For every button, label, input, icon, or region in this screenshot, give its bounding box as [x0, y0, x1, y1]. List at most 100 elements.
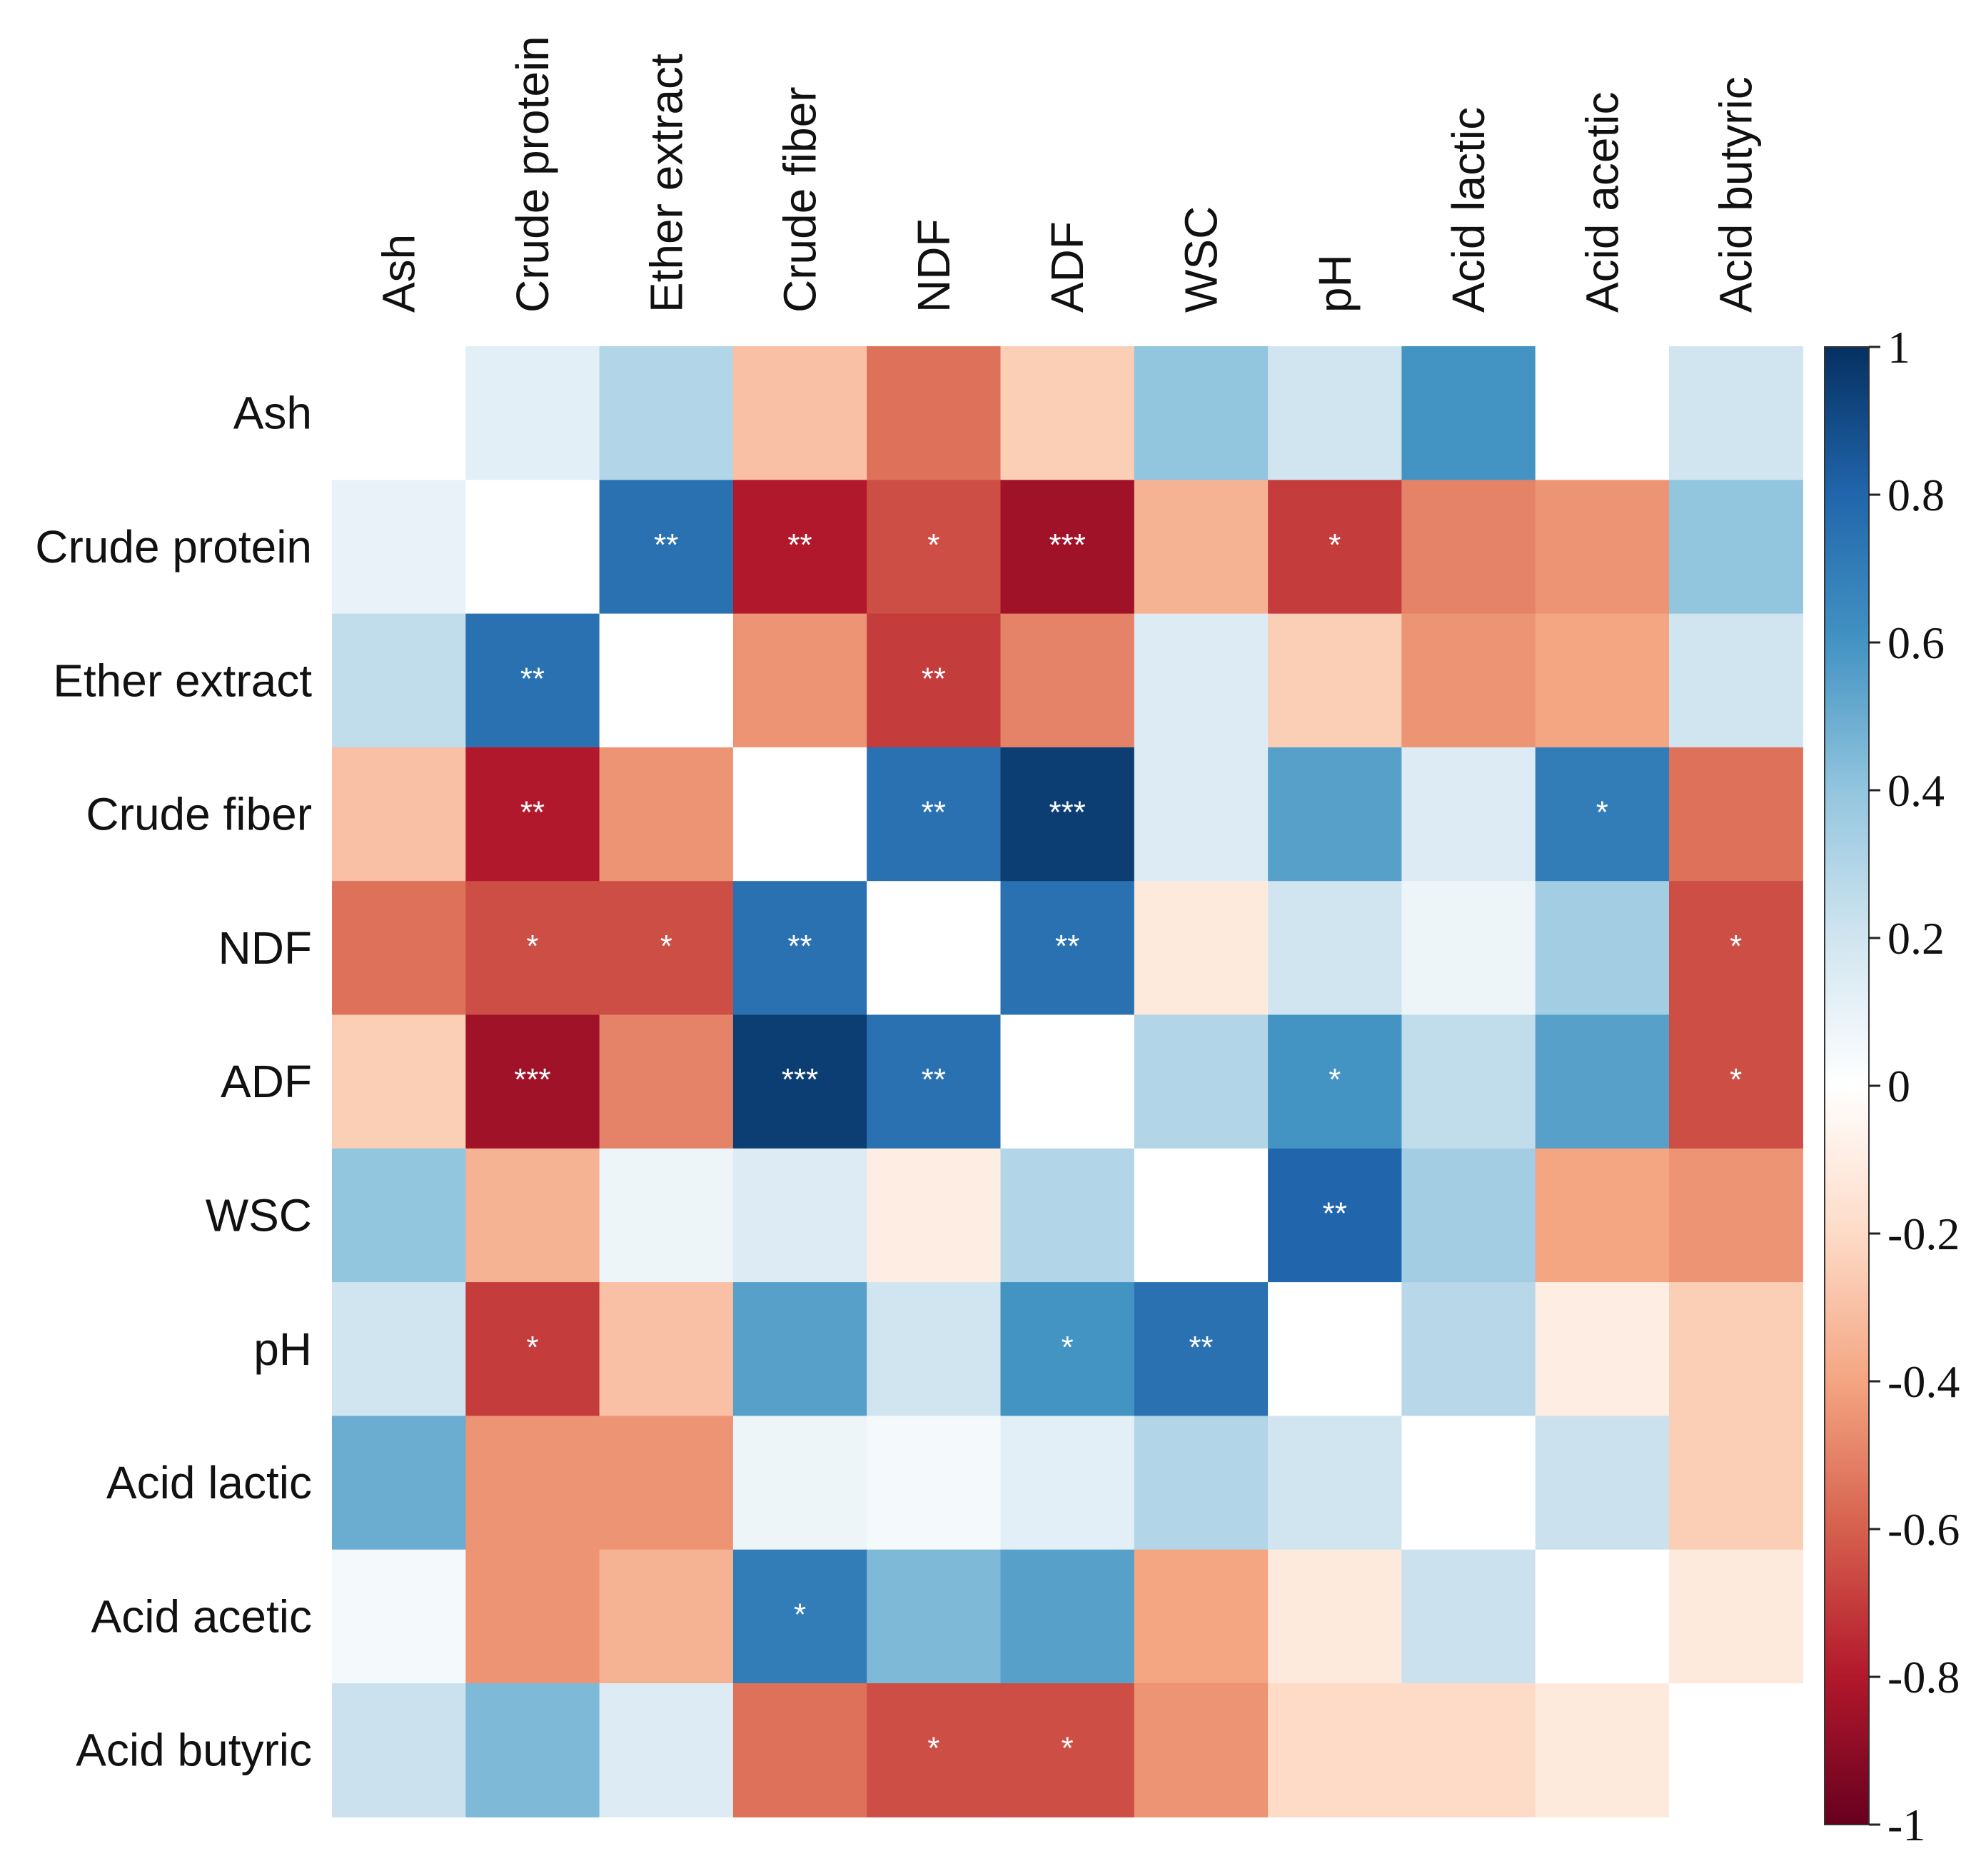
column-label: Crude protein	[507, 36, 558, 313]
heatmap-cell-r2-c3	[732, 613, 867, 748]
heatmap-cell-r4-c4	[867, 881, 1002, 1016]
colorbar-tick-label: -0.2	[1887, 1209, 1960, 1259]
heatmap-cell-r7-c8	[1401, 1282, 1536, 1416]
significance-mark-r5-c10: *	[1730, 1062, 1742, 1097]
heatmap-cell-r9-c5	[1000, 1549, 1135, 1684]
heatmap-cell-r9-c4	[867, 1549, 1002, 1684]
heatmap-cell-r2-c1	[465, 613, 600, 748]
column-label: Crude fiber	[775, 86, 826, 313]
significance-marks: ** ** * *** *** **** ** *** ** * ** ** **** *** ** * ***…	[514, 528, 1742, 1766]
significance-mark-r3-c4: **	[922, 795, 946, 830]
heatmap-cell-r0-c8	[1401, 346, 1536, 480]
heatmap-cell-r3-c4	[867, 747, 1002, 882]
heatmap-cell-r7-c7	[1268, 1282, 1402, 1416]
significance-mark-r3-c1: **	[520, 795, 545, 830]
heatmap-cell-r9-c2	[599, 1549, 734, 1684]
heatmap-cell-r6-c5	[1000, 1148, 1135, 1283]
heatmap-cell-r8-c7	[1268, 1416, 1402, 1550]
heatmap-cell-r1-c3	[732, 480, 867, 615]
colorbar-tick-label: -0.8	[1887, 1652, 1960, 1703]
heatmap-cell-r4-c3	[732, 881, 867, 1016]
heatmap-cell-r9-c7	[1268, 1549, 1402, 1684]
column-label: Ether extract	[640, 54, 692, 313]
heatmap-cell-r5-c4	[867, 1014, 1002, 1149]
row-label: Crude fiber	[86, 789, 312, 840]
heatmap-cell-r0-c10	[1669, 346, 1803, 480]
significance-mark-r3-c5: ***	[1049, 795, 1085, 830]
heatmap-cell-r1-c2	[599, 480, 734, 615]
heatmap-cell-r5-c2	[599, 1014, 734, 1149]
heatmap-cell-r7-c9	[1535, 1282, 1670, 1416]
heatmap-cell-r10-c3	[732, 1683, 867, 1817]
heatmap-cell-r2-c7	[1268, 613, 1402, 748]
significance-mark-r5-c7: *	[1329, 1062, 1341, 1097]
heatmap-cell-r2-c6	[1134, 613, 1269, 748]
heatmap-cell-r5-c6	[1134, 1014, 1269, 1149]
colorbar: 1 0.8 0.6 0.4 0.2 0 -0.2 -0.4 -0.6 -0.8 -1	[1824, 322, 1960, 1850]
heatmap-cell-r8-c3	[732, 1416, 867, 1550]
heatmap-cell-r4-c6	[1134, 881, 1269, 1016]
heatmap-cell-r3-c5	[1000, 747, 1135, 882]
heatmap-cell-r6-c4	[867, 1148, 1002, 1283]
heatmap-cell-r9-c10	[1669, 1549, 1803, 1684]
heatmap-cell-r9-c9	[1535, 1549, 1670, 1684]
significance-mark-r4-c10: *	[1730, 929, 1742, 964]
row-label: NDF	[218, 922, 312, 974]
heatmap-cell-r5-c8	[1401, 1014, 1536, 1149]
heatmap-cell-r0-c7	[1268, 346, 1402, 480]
colorbar-gradient	[1824, 346, 1870, 1825]
heatmap-cell-r8-c6	[1134, 1416, 1269, 1550]
row-label: ADF	[221, 1056, 312, 1107]
heatmap-cell-r7-c6	[1134, 1282, 1269, 1416]
heatmap-cell-r6-c1	[465, 1148, 600, 1283]
colorbar-ticks: 1 0.8 0.6 0.4 0.2 0 -0.2 -0.4 -0.6 -0.8 -1	[1869, 322, 1960, 1850]
heatmap-cell-r4-c9	[1535, 881, 1670, 1016]
heatmap-cell-r0-c0	[332, 346, 466, 480]
heatmap-cell-r9-c6	[1134, 1549, 1269, 1684]
heatmap-cell-r0-c3	[732, 346, 867, 480]
colorbar-tick-label: 0.2	[1887, 913, 1945, 964]
heatmap-cell-r1-c5	[1000, 480, 1135, 615]
heatmap-cell-r1-c9	[1535, 480, 1670, 615]
heatmap-cell-r8-c10	[1669, 1416, 1803, 1550]
colorbar-tick-label: -0.6	[1887, 1504, 1960, 1555]
heatmap-cell-r4-c1	[465, 881, 600, 1016]
colorbar-tick-label: -1	[1887, 1800, 1925, 1850]
heatmap-cell-r2-c0	[332, 613, 466, 748]
heatmap-cell-r10-c4	[867, 1683, 1002, 1817]
significance-mark-r1-c2: **	[654, 528, 678, 563]
heatmap-cell-r5-c7	[1268, 1014, 1402, 1149]
heatmap-cell-r10-c9	[1535, 1683, 1670, 1817]
significance-mark-r9-c3: *	[794, 1597, 806, 1632]
heatmap-cell-r0-c4	[867, 346, 1002, 480]
significance-mark-r7-c1: *	[526, 1330, 538, 1365]
column-label: ADF	[1042, 221, 1093, 313]
heatmap-cell-r4-c7	[1268, 881, 1402, 1016]
heatmap-cell-r10-c8	[1401, 1683, 1536, 1817]
heatmap-cell-r1-c10	[1669, 480, 1803, 615]
significance-mark-r1-c3: **	[787, 528, 812, 563]
heatmap-cell-r4-c0	[332, 881, 466, 1016]
heatmap-cell-r5-c9	[1535, 1014, 1670, 1149]
column-label: Ash	[373, 234, 425, 313]
significance-mark-r6-c7: **	[1323, 1196, 1347, 1231]
significance-mark-r7-c5: *	[1062, 1330, 1074, 1365]
heatmap-cell-r6-c9	[1535, 1148, 1670, 1283]
heatmap-cell-r10-c0	[332, 1683, 466, 1817]
heatmap-cell-r2-c4	[867, 613, 1002, 748]
heatmap-cell-r9-c8	[1401, 1549, 1536, 1684]
heatmap-cell-r2-c10	[1669, 613, 1803, 748]
heatmap-cell-r4-c8	[1401, 881, 1536, 1016]
heatmap-cell-r6-c7	[1268, 1148, 1402, 1283]
heatmap-cell-r3-c7	[1268, 747, 1402, 882]
row-label: Acid lactic	[106, 1457, 312, 1508]
column-label: Acid butyric	[1710, 76, 1762, 313]
heatmap-cell-r7-c1	[465, 1282, 600, 1416]
significance-mark-r5-c3: ***	[782, 1062, 818, 1097]
heatmap-cell-r0-c2	[599, 346, 734, 480]
colorbar-tick-label: 0.6	[1887, 617, 1945, 668]
heatmap-cell-r9-c1	[465, 1549, 600, 1684]
heatmap-cell-r3-c10	[1669, 747, 1803, 882]
row-label: Acid acetic	[91, 1590, 312, 1642]
